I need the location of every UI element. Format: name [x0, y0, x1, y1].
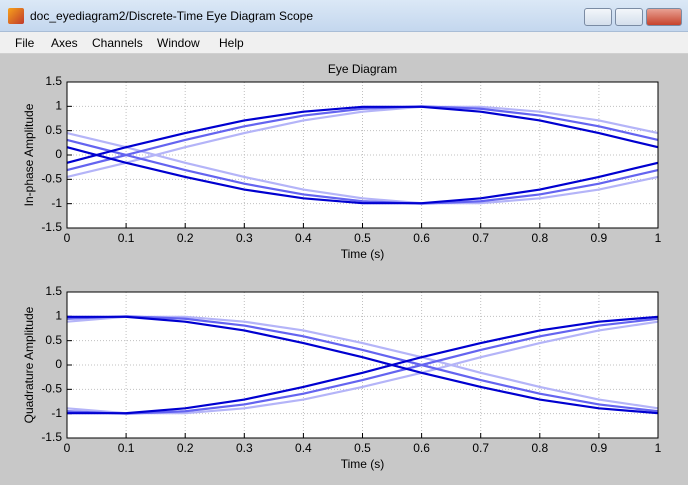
axes-frame [66, 291, 659, 439]
x-tick-label: 0.2 [177, 231, 194, 245]
menu-bar: File Axes Channels Window Help [0, 32, 688, 54]
menu-item[interactable]: Axes [51, 36, 78, 50]
eye-trace [66, 132, 659, 205]
y-tick-label: 0.5 [45, 333, 62, 347]
x-tick-label: 0.3 [236, 231, 253, 245]
minimize-button[interactable] [584, 8, 612, 26]
menu-item[interactable]: Channels [92, 36, 143, 50]
eye-trace [66, 317, 659, 415]
eye-trace [66, 315, 659, 413]
x-tick-label: 0.1 [118, 231, 135, 245]
y-tick-label: 1.5 [45, 284, 62, 298]
y-axis-label: Quadrature Amplitude [22, 306, 36, 423]
eye-trace [67, 315, 659, 415]
x-tick-label: 0.5 [354, 231, 371, 245]
x-tick-label: 0 [64, 231, 71, 245]
y-tick-label: -1.5 [41, 220, 62, 234]
x-tick-label: 1 [655, 231, 662, 245]
app-icon [8, 8, 24, 24]
title-bar: doc_eyediagram2/Discrete-Time Eye Diagra… [0, 0, 688, 32]
x-tick-label: 0.3 [236, 441, 253, 455]
x-tick-label: 0.8 [531, 441, 548, 455]
y-tick-label: 1 [55, 309, 62, 323]
y-tick-label: 1 [55, 99, 62, 113]
y-tick-label: -0.5 [41, 172, 62, 186]
window-title: doc_eyediagram2/Discrete-Time Eye Diagra… [30, 9, 314, 23]
x-tick-label: 0 [64, 441, 71, 455]
y-tick-label: 0 [55, 357, 62, 371]
eye-trace [66, 315, 659, 410]
charts: Eye Diagram 0 0.1 0.2 0.3 0.4 0.5 0.6 0.7 0.8 0.9 1… [22, 62, 662, 471]
x-tick-label: 0.1 [118, 441, 135, 455]
close-button[interactable] [646, 8, 682, 26]
x-axis-label: Time (s) [341, 247, 385, 261]
x-tick-label: 0.9 [591, 441, 608, 455]
menu-item[interactable]: File [15, 36, 35, 50]
y-tick-label: -1 [51, 406, 62, 420]
x-tick-label: 1 [655, 441, 662, 455]
eye-trace [67, 315, 659, 415]
x-tick-label: 0.4 [295, 441, 312, 455]
x-tick-label: 0.6 [413, 441, 430, 455]
x-tick-label: 0.7 [472, 441, 489, 455]
x-tick-label: 0.2 [177, 441, 194, 455]
x-axis-label: Time (s) [341, 457, 385, 471]
x-tick-label: 0.9 [591, 231, 608, 245]
y-tick-label: 0.5 [45, 123, 62, 137]
maximize-button[interactable] [615, 8, 643, 26]
eye-trace [66, 138, 659, 205]
chart-title: Eye Diagram [328, 62, 397, 76]
eye-trace [66, 105, 659, 172]
axes-frame [66, 81, 659, 229]
y-tick-label: 0 [55, 147, 62, 161]
y-tick-label: -1 [51, 196, 62, 210]
y-tick-label: -1.5 [41, 430, 62, 444]
x-tick-label: 0.7 [472, 231, 489, 245]
x-tick-label: 0.8 [531, 231, 548, 245]
x-tick-label: 0.6 [413, 231, 430, 245]
y-tick-label: -0.5 [41, 382, 62, 396]
eye-trace [66, 105, 659, 178]
x-tick-label: 0.5 [354, 441, 371, 455]
x-tick-label: 0.4 [295, 231, 312, 245]
y-axis-label: In-phase Amplitude [22, 103, 36, 206]
menu-item[interactable]: Help [219, 36, 244, 50]
y-tick-label: 1.5 [45, 74, 62, 88]
eye-trace [66, 320, 659, 415]
eye-trace [66, 146, 659, 205]
menu-item[interactable]: Window [157, 36, 200, 50]
eye-trace [66, 105, 659, 164]
